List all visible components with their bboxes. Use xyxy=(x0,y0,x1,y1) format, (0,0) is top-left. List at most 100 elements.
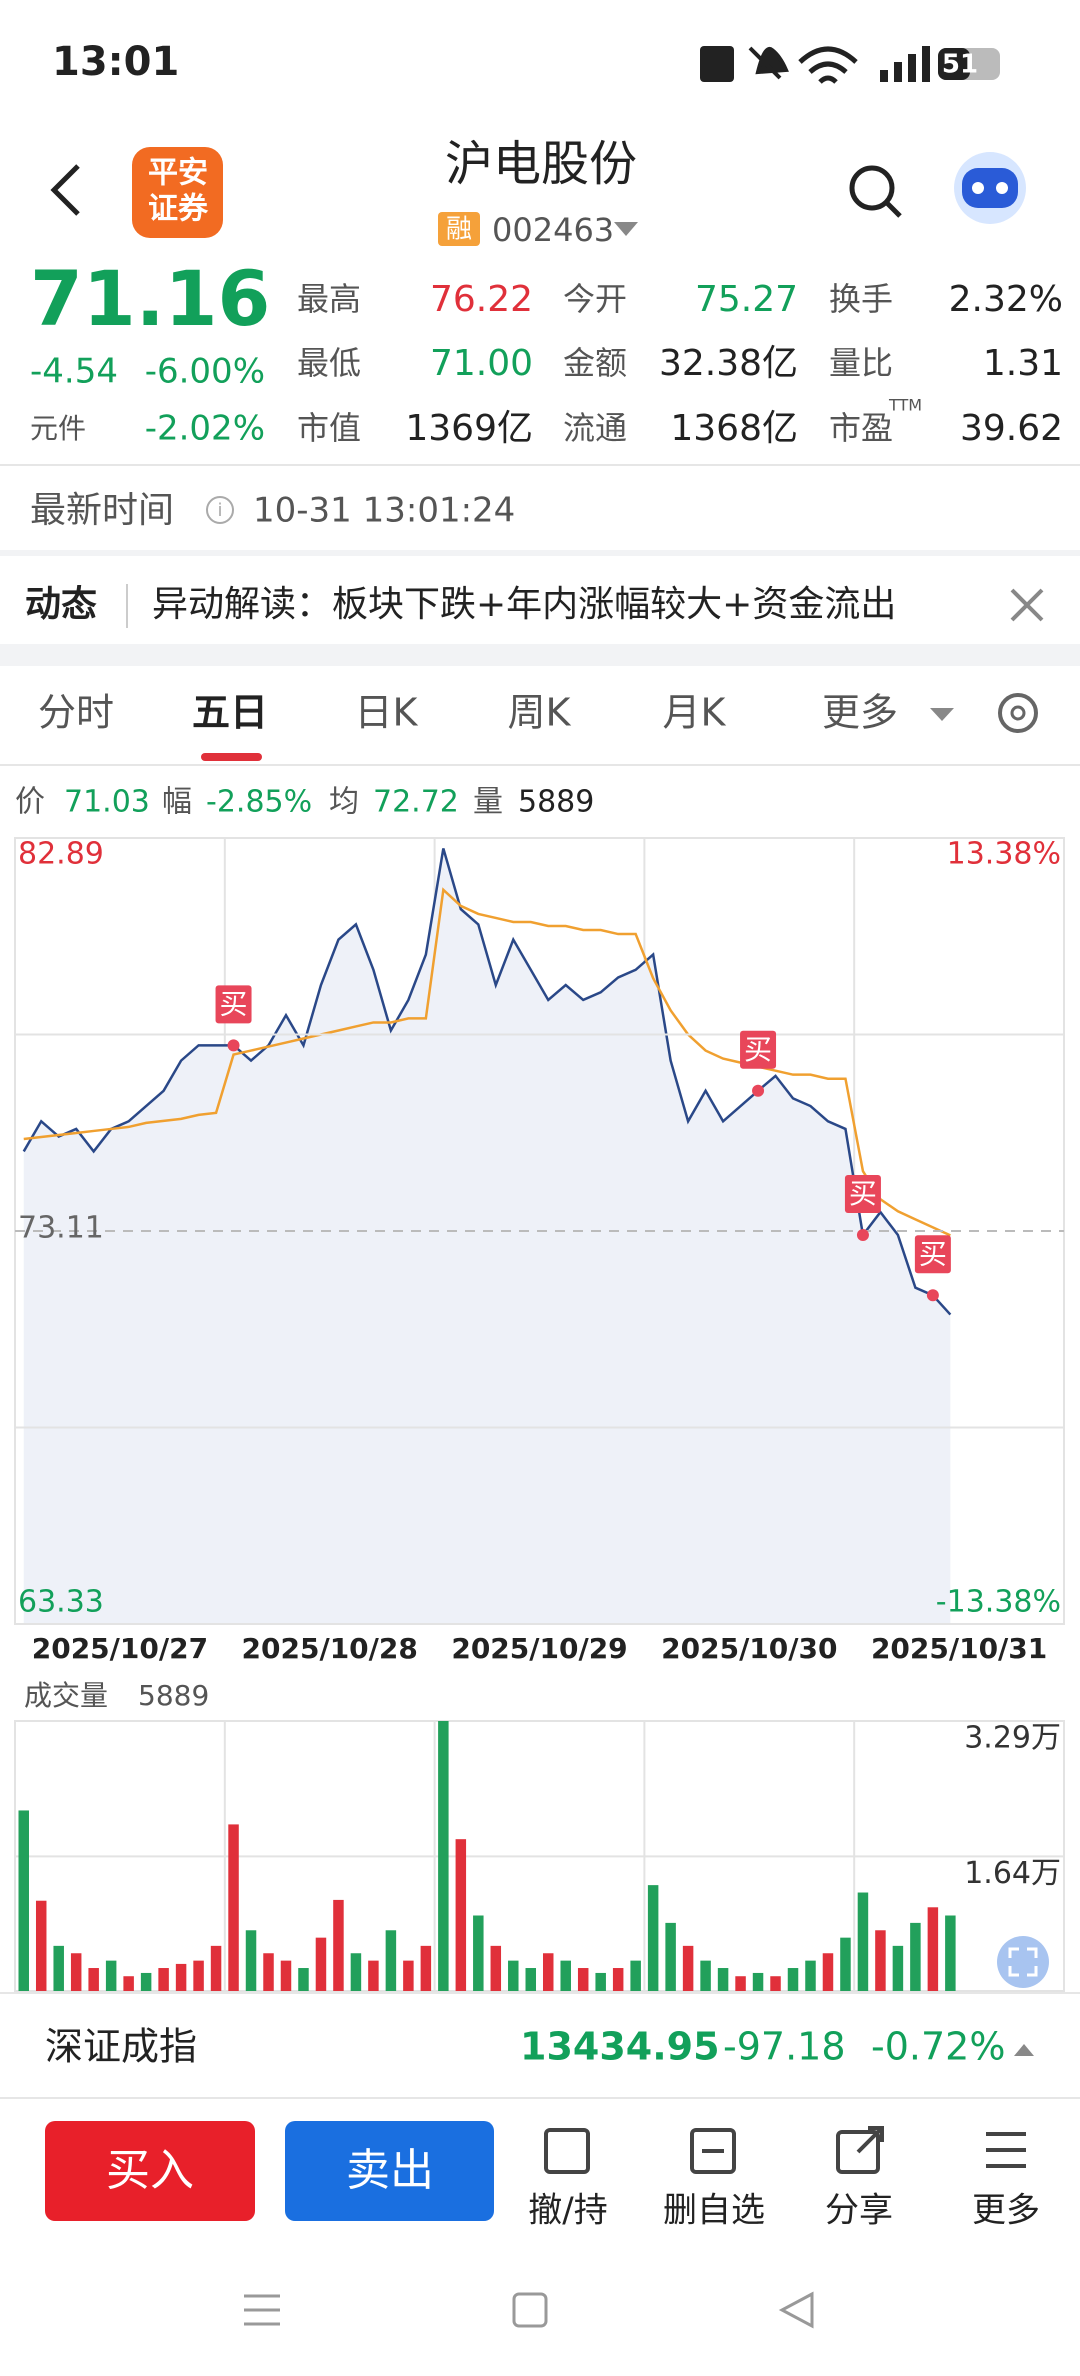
volume-bar xyxy=(508,1960,519,1991)
action-label[interactable]: 更多 xyxy=(972,2191,1040,2231)
info-label: 价 xyxy=(15,785,45,820)
buy-point xyxy=(926,1289,939,1302)
divider xyxy=(0,550,1080,556)
volume-bar xyxy=(770,1976,781,1991)
tab-indicator xyxy=(201,753,262,761)
volume-bar xyxy=(735,1976,746,1991)
volume-bar xyxy=(350,1953,362,1991)
volume-bar xyxy=(245,1930,257,1991)
y-tick-label: 3.29万 xyxy=(964,1721,1061,1756)
battery-level xyxy=(938,48,970,80)
buy-marker xyxy=(844,1175,881,1214)
info-label: 均 xyxy=(329,785,359,820)
buy-button[interactable] xyxy=(45,2121,255,2221)
index-name[interactable]: 深证成指 xyxy=(45,2025,197,2069)
tab[interactable]: 分时 xyxy=(38,691,114,735)
search-button[interactable] xyxy=(849,165,895,211)
change-pct: -6.00% xyxy=(145,352,265,392)
volume-bar xyxy=(368,1960,379,1991)
logo xyxy=(132,147,223,238)
wifi-icon xyxy=(798,46,858,84)
nav-back[interactable] xyxy=(778,2291,814,2329)
withdraw-icon[interactable] xyxy=(544,2128,590,2174)
logo-text: 平安 xyxy=(148,156,208,191)
more-dropdown[interactable] xyxy=(930,708,954,721)
info-value: 5889 xyxy=(518,785,594,820)
stat-label: 市盈 xyxy=(829,409,893,447)
unit-value: -2.02% xyxy=(145,409,265,449)
stat-value: 1369亿 xyxy=(405,408,533,449)
stat-label: 最高 xyxy=(297,280,361,318)
share-arrow xyxy=(856,2126,884,2154)
index-expand[interactable] xyxy=(1014,2044,1034,2056)
volume-bar xyxy=(612,1968,624,1991)
average-line xyxy=(23,887,951,1237)
back-button[interactable] xyxy=(50,164,80,216)
close-news[interactable] xyxy=(1010,588,1044,622)
y-tick-label: 82.89 xyxy=(18,837,104,872)
buy-marker-text: 买 xyxy=(744,1033,772,1066)
dropdown-icon[interactable] xyxy=(614,222,638,236)
stat-value: 1368亿 xyxy=(670,408,798,449)
settings-center xyxy=(1010,705,1026,721)
nav-home[interactable] xyxy=(512,2292,548,2328)
volume-bar xyxy=(70,1953,82,1991)
more-icon[interactable] xyxy=(986,2132,1026,2168)
buy-marker xyxy=(740,1030,777,1069)
tab[interactable]: 更多 xyxy=(822,691,898,735)
stat-value: 1.31 xyxy=(983,343,1063,384)
volume-bar xyxy=(752,1972,764,1991)
fullscreen-icon xyxy=(1008,1947,1038,1977)
volume-bar xyxy=(542,1953,554,1991)
info-value: -2.85% xyxy=(206,785,312,820)
sell-button[interactable] xyxy=(285,2121,494,2221)
info-icon[interactable] xyxy=(206,496,234,524)
buy-point xyxy=(856,1229,869,1242)
x-tick-label: 2025/10/27 xyxy=(32,1632,208,1665)
y-tick-label: 1.64万 xyxy=(964,1856,1061,1891)
settings-button[interactable] xyxy=(998,693,1038,733)
action-label[interactable]: 分享 xyxy=(825,2191,893,2231)
tab-bar: 分时 五日 日K 周K 月K 更多 xyxy=(38,691,898,735)
share-icon[interactable] xyxy=(836,2130,880,2174)
info-label: 量 xyxy=(473,785,503,820)
nfc-icon xyxy=(700,46,734,82)
tab[interactable]: 周K xyxy=(508,691,572,735)
volume-bar xyxy=(123,1976,134,1991)
buy-label: 买入 xyxy=(106,2145,194,2196)
update-time: 10-31 13:01:24 xyxy=(253,491,515,531)
update-label: 最新时间 xyxy=(30,490,174,531)
stat-sup: TTM xyxy=(888,396,922,415)
stock-name: 沪电股份 xyxy=(445,136,637,192)
action-label[interactable]: 删自选 xyxy=(663,2191,765,2231)
volume-bar xyxy=(105,1960,117,1991)
news-text[interactable]: 异动解读：板块下跌+年内涨幅较大+资金流出 xyxy=(152,584,896,625)
action-label[interactable]: 撤/持 xyxy=(528,2191,607,2231)
stat-value: 39.62 xyxy=(960,408,1063,449)
remove-icon[interactable] xyxy=(690,2128,736,2174)
tab[interactable]: 月K xyxy=(663,691,727,735)
index-value: 13434.95 xyxy=(520,2025,720,2069)
battery-text: 51 xyxy=(942,50,978,80)
volume-bar xyxy=(455,1839,467,1991)
stat-label: 金额 xyxy=(563,344,627,382)
tab[interactable]: 日K xyxy=(355,691,419,735)
stat-label: 今开 xyxy=(563,280,627,318)
volume-bar xyxy=(717,1968,729,1991)
assistant-eye xyxy=(996,182,1008,194)
buy-marker-text: 买 xyxy=(220,987,248,1020)
unit-label: 元件 xyxy=(30,412,86,445)
volume-bar xyxy=(298,1968,309,1991)
stat-label: 最低 xyxy=(297,344,361,382)
volume-title: 成交量 xyxy=(24,1679,108,1712)
fullscreen-button[interactable] xyxy=(997,1936,1049,1988)
sell-label: 卖出 xyxy=(346,2145,434,2196)
volume-bar xyxy=(228,1824,239,1991)
volume-bar xyxy=(682,1945,694,1991)
nav-menu[interactable] xyxy=(244,2294,280,2326)
tab[interactable]: 五日 xyxy=(192,691,268,735)
assistant-face xyxy=(962,168,1018,208)
volume-bar xyxy=(280,1960,292,1991)
x-tick-label: 2025/10/28 xyxy=(242,1632,418,1665)
